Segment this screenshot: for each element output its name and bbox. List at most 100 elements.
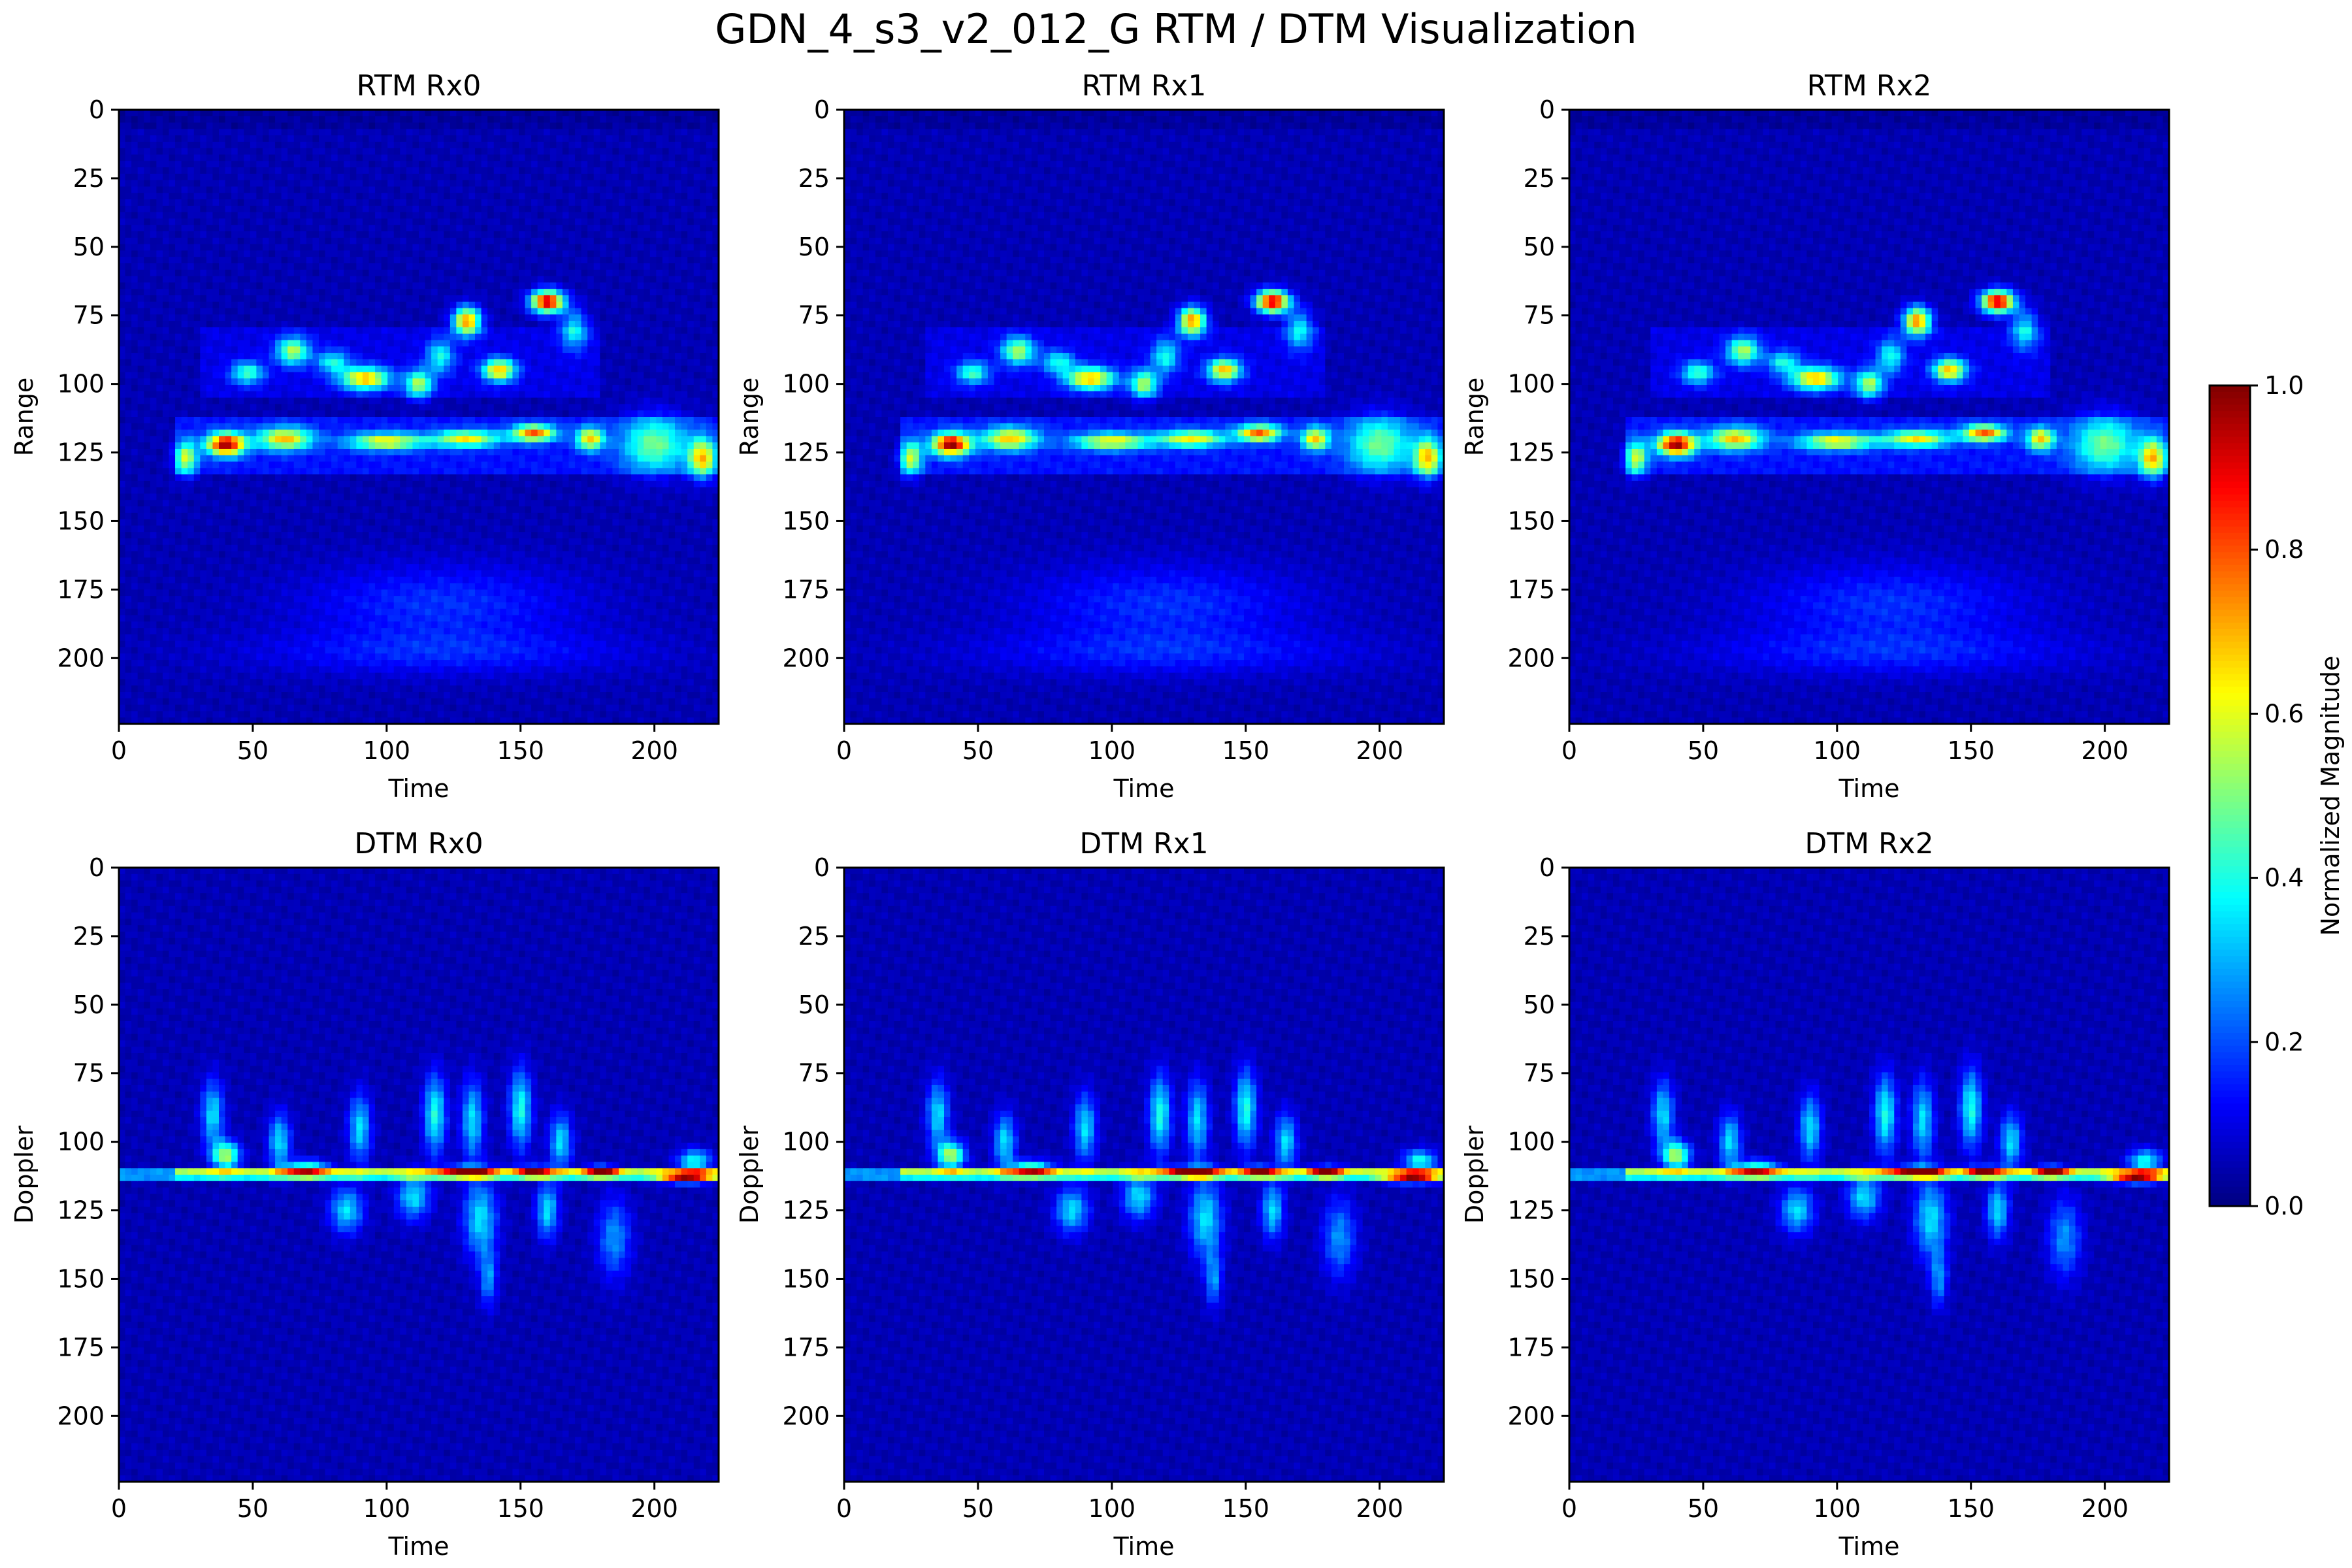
heatmap-cell xyxy=(156,116,163,123)
heatmap-cell xyxy=(131,589,138,596)
heatmap-cell xyxy=(125,398,132,404)
heatmap-cell xyxy=(150,270,157,276)
heatmap-cell xyxy=(131,302,138,308)
heatmap-cell xyxy=(119,423,125,430)
heatmap-cell xyxy=(119,282,125,289)
heatmap-cell xyxy=(131,199,138,206)
heatmap-cell xyxy=(144,685,150,692)
heatmap-cell xyxy=(138,615,144,622)
heatmap-cell xyxy=(150,564,157,570)
heatmap-cell xyxy=(144,187,150,193)
heatmap-cell xyxy=(119,327,125,334)
heatmap-cell xyxy=(150,506,157,513)
heatmap-cell xyxy=(138,660,144,666)
heatmap-cell xyxy=(156,525,163,532)
heatmap-cell xyxy=(144,436,150,442)
heatmap-cell xyxy=(119,263,125,270)
heatmap-cell xyxy=(131,276,138,283)
heatmap-cell xyxy=(150,289,157,295)
heatmap-cell xyxy=(138,231,144,238)
heatmap-cell xyxy=(144,564,150,570)
heatmap-cell xyxy=(138,110,144,116)
heatmap-cell xyxy=(150,628,157,634)
heatmap-cell xyxy=(144,270,150,276)
heatmap-cell xyxy=(156,199,163,206)
heatmap-cell xyxy=(119,525,125,532)
heatmap-cell xyxy=(119,148,125,155)
heatmap-cell xyxy=(119,206,125,212)
heatmap-cell xyxy=(125,334,132,340)
heatmap-cell xyxy=(150,359,157,366)
heatmap-cell xyxy=(144,705,150,711)
heatmap-cell xyxy=(119,359,125,366)
heatmap-cell xyxy=(150,494,157,500)
heatmap-cell xyxy=(156,321,163,327)
heatmap-cell xyxy=(150,711,157,717)
heatmap-cell xyxy=(125,302,132,308)
heatmap-cell xyxy=(156,660,163,666)
heatmap-cell xyxy=(150,545,157,551)
heatmap-cell xyxy=(131,481,138,487)
heatmap-cell xyxy=(156,302,163,308)
heatmap-cell xyxy=(144,225,150,231)
heatmap-cell xyxy=(138,334,144,340)
heatmap-cell xyxy=(150,430,157,436)
heatmap-cell xyxy=(144,430,150,436)
heatmap-cell xyxy=(163,276,169,283)
heatmap-cell xyxy=(138,647,144,654)
heatmap-cell xyxy=(163,193,169,199)
heatmap-cell xyxy=(163,308,169,315)
heatmap-cell xyxy=(125,276,132,283)
heatmap-cell xyxy=(138,116,144,123)
heatmap-cell xyxy=(138,474,144,481)
heatmap-cell xyxy=(138,180,144,187)
heatmap-cell xyxy=(125,155,132,161)
heatmap-cell xyxy=(119,187,125,193)
heatmap-cell xyxy=(131,250,138,257)
heatmap-cell xyxy=(163,442,169,449)
heatmap-cell xyxy=(156,250,163,257)
heatmap-cell xyxy=(163,282,169,289)
heatmap-cell xyxy=(150,455,157,462)
heatmap-cell xyxy=(131,468,138,474)
heatmap-cell xyxy=(125,423,132,430)
heatmap-cell xyxy=(119,634,125,641)
heatmap-cell xyxy=(138,314,144,321)
heatmap-cell xyxy=(125,218,132,225)
heatmap-cell xyxy=(125,366,132,372)
heatmap-cell xyxy=(119,372,125,378)
heatmap-cell xyxy=(138,391,144,398)
heatmap-cell xyxy=(119,436,125,442)
heatmap-cell xyxy=(150,282,157,289)
heatmap-cell xyxy=(150,570,157,577)
heatmap-cell xyxy=(156,455,163,462)
heatmap-cell xyxy=(131,500,138,506)
heatmap-cell xyxy=(144,577,150,583)
heatmap-cell xyxy=(150,602,157,609)
heatmap-cell xyxy=(150,449,157,455)
heatmap-cell xyxy=(125,123,132,129)
heatmap-cell xyxy=(131,692,138,698)
heatmap-cell xyxy=(144,679,150,685)
heatmap-cell xyxy=(125,660,132,666)
heatmap-cell xyxy=(156,263,163,270)
heatmap-cell xyxy=(150,366,157,372)
heatmap-cell xyxy=(125,653,132,660)
heatmap-cell xyxy=(163,436,169,442)
heatmap-cell xyxy=(138,621,144,628)
heatmap-cell xyxy=(156,155,163,161)
heatmap-cell xyxy=(131,436,138,442)
heatmap-cell xyxy=(150,673,157,679)
heatmap-cell xyxy=(156,295,163,302)
heatmap-cell xyxy=(131,155,138,161)
heatmap-cell xyxy=(125,129,132,135)
heatmap-cell xyxy=(150,705,157,711)
heatmap-cell xyxy=(144,481,150,487)
heatmap-cell xyxy=(131,621,138,628)
heatmap-cell xyxy=(125,257,132,263)
heatmap-cell xyxy=(138,148,144,155)
heatmap-cell xyxy=(144,276,150,283)
heatmap-cell xyxy=(119,455,125,462)
heatmap-cell xyxy=(131,474,138,481)
heatmap-cell xyxy=(131,666,138,673)
